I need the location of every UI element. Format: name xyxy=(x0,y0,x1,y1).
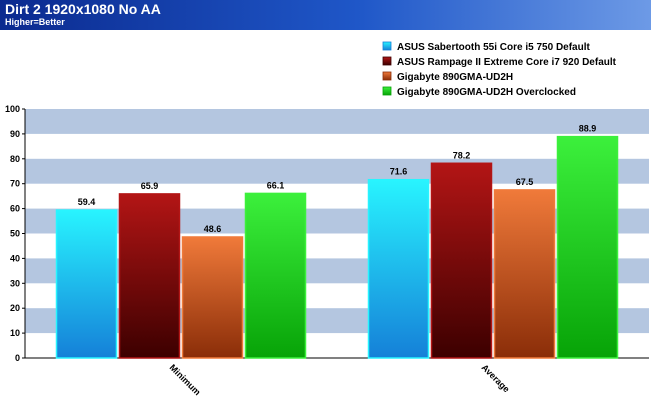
y-tick-label: 0 xyxy=(15,353,20,363)
bar xyxy=(181,236,244,359)
data-label: 59.4 xyxy=(78,197,96,207)
y-tick-label: 80 xyxy=(10,154,20,164)
y-tick-label: 70 xyxy=(10,179,20,189)
data-label: 88.9 xyxy=(579,124,597,134)
chart-subtitle: Higher=Better xyxy=(5,17,65,27)
legend-swatch xyxy=(382,71,392,81)
y-tick-label: 90 xyxy=(10,129,20,139)
category-label: Average xyxy=(480,362,512,394)
bar xyxy=(493,189,556,359)
bar xyxy=(55,209,118,359)
grid-band xyxy=(25,308,649,334)
data-label: 66.1 xyxy=(267,180,285,190)
legend-label: ASUS Rampage II Extreme Core i7 920 Defa… xyxy=(397,57,617,68)
legend-label: ASUS Sabertooth 55i Core i5 750 Default xyxy=(397,42,591,53)
legend-label: Gigabyte 890GMA-UD2H Overclocked xyxy=(397,87,576,98)
y-tick-label: 100 xyxy=(5,104,20,114)
chart-header: Dirt 2 1920x1080 No AA Higher=Better xyxy=(0,0,651,30)
grid-band xyxy=(25,208,649,234)
y-tick-label: 40 xyxy=(10,253,20,263)
grid-band xyxy=(25,258,649,284)
y-tick-label: 50 xyxy=(10,229,20,239)
category-label: Minimum xyxy=(168,362,203,397)
legend-swatch xyxy=(382,56,392,66)
y-tick-label: 60 xyxy=(10,204,20,214)
bar xyxy=(430,162,493,359)
data-label: 78.2 xyxy=(453,150,471,160)
y-tick-label: 20 xyxy=(10,303,20,313)
grid-band xyxy=(25,158,649,184)
legend-swatch xyxy=(382,86,392,96)
legend-swatch xyxy=(382,41,392,51)
data-label: 71.6 xyxy=(390,167,408,177)
legend-label: Gigabyte 890GMA-UD2H xyxy=(397,72,513,83)
y-tick-label: 30 xyxy=(10,278,20,288)
bar xyxy=(367,178,430,359)
bar xyxy=(244,192,307,359)
grid-band xyxy=(25,109,649,134)
data-label: 48.6 xyxy=(204,224,222,234)
data-label: 67.5 xyxy=(516,177,534,187)
bar xyxy=(556,135,619,359)
data-label: 65.9 xyxy=(141,181,159,191)
y-tick-label: 10 xyxy=(10,328,20,338)
chart-title: Dirt 2 1920x1080 No AA xyxy=(5,1,161,17)
bar xyxy=(118,193,181,359)
